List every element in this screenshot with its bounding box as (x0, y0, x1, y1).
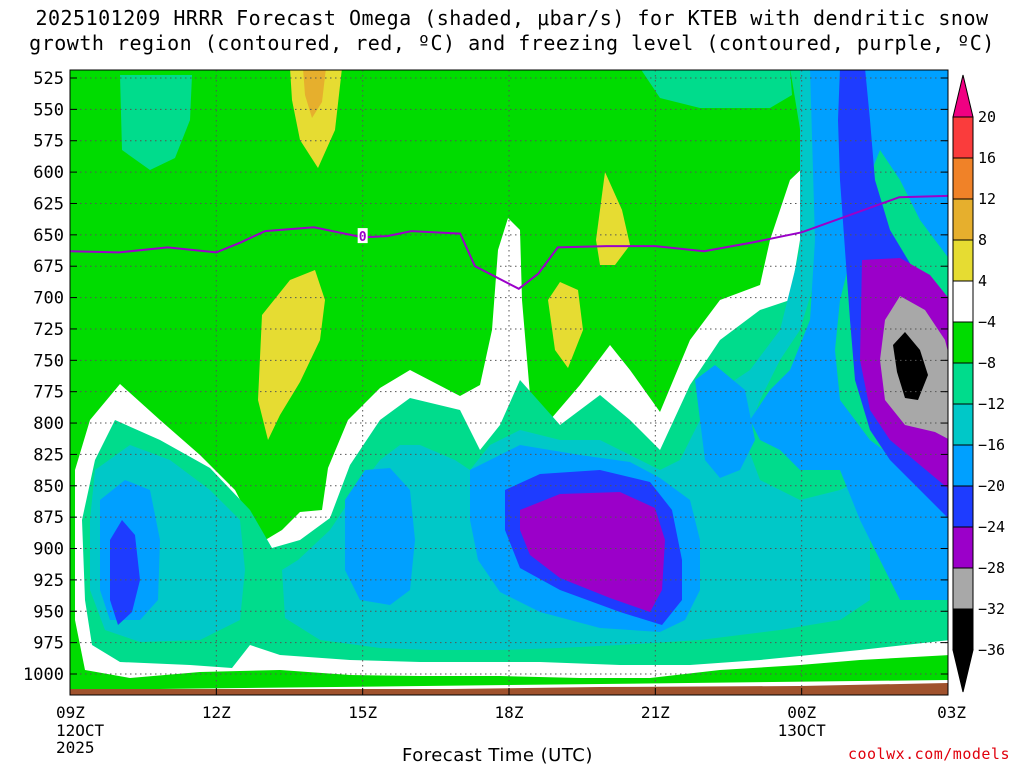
x-tick-label: 21Z (641, 703, 670, 722)
y-tick-label: 750 (33, 351, 64, 371)
y-tick-label: 850 (33, 477, 64, 497)
colorbar-swatch (952, 198, 974, 241)
colorbar-bottom-triangle (952, 649, 974, 693)
colorbar-swatch (952, 239, 974, 282)
colorbar-swatch (952, 362, 974, 405)
colorbar-swatch (952, 526, 974, 569)
colorbar-label: −36 (978, 641, 1005, 659)
omega-region-yellow (258, 270, 325, 440)
colorbar-label: 4 (978, 272, 987, 290)
colorbar-swatch (952, 608, 974, 651)
y-tick-label: 950 (33, 602, 64, 622)
chart-title-line-2: growth region (contoured, red, ºC) and f… (29, 31, 995, 55)
colorbar-label: −4 (978, 313, 996, 331)
omega-region-yellow (290, 70, 342, 168)
colorbar-swatch (952, 321, 974, 364)
colorbar-swatch (952, 567, 974, 610)
omega-region-lightblue (695, 365, 755, 478)
y-tick-label: 825 (33, 445, 64, 465)
freezing-level-label: 0 (359, 230, 367, 245)
colorbar-label: −12 (978, 395, 1005, 413)
credit-link[interactable]: coolwx.com/models (847, 745, 1010, 763)
omega-region-green (70, 70, 948, 690)
y-tick-label: 1000 (23, 665, 64, 685)
x-tick-label: 00Z (787, 703, 816, 722)
omega-region-black (893, 332, 928, 400)
colorbar-label: −20 (978, 477, 1005, 495)
colorbar-label: −32 (978, 600, 1005, 618)
omega-region-teal (120, 75, 192, 170)
freezing-level-line (69, 194, 949, 290)
y-tick-label: 600 (33, 163, 64, 183)
colorbar-top-triangle (952, 74, 974, 118)
colorbar-swatch (952, 280, 974, 323)
colorbar-label: 20 (978, 108, 996, 126)
freezing-level-contour: 0 (69, 194, 949, 290)
x-tick-label: 18Z (495, 703, 524, 722)
y-tick-label: 675 (33, 257, 64, 277)
colorbar-label: −28 (978, 559, 1005, 577)
y-tick-label: 725 (33, 320, 64, 340)
chart-title-line-1: 2025101209 HRRR Forecast Omega (shaded, … (35, 6, 989, 30)
x-tick-sublabel: 13OCT (778, 721, 827, 740)
omega-colorbar: 20 16 12 8 4 −4 −8 −12 −16 −20 −24 −28 −32 −36 (952, 74, 1005, 693)
omega-region-blue (110, 520, 140, 625)
x-tick-sublabel: 2025 (56, 738, 95, 757)
pressure-axis: 525 550 575 600 625 650 675 700 725 750 775 800 825 8… (23, 69, 948, 685)
y-tick-label: 700 (33, 289, 64, 309)
colorbar-label: 16 (978, 149, 996, 167)
colorbar-swatch (952, 116, 974, 159)
y-tick-label: 775 (33, 383, 64, 403)
omega-region-yellow (596, 172, 630, 265)
y-tick-label: 900 (33, 540, 64, 560)
omega-region-yellow (548, 282, 583, 368)
x-tick-label: 15Z (348, 703, 377, 722)
colorbar-label: −24 (978, 518, 1005, 536)
colorbar-label: −16 (978, 436, 1005, 454)
y-tick-label: 550 (33, 100, 64, 120)
omega-region-cyan (282, 70, 948, 650)
colorbar-swatch (952, 403, 974, 446)
omega-region-orange (303, 70, 326, 118)
freezing-level-label-bg (357, 228, 368, 244)
grid-lines (70, 70, 948, 695)
colorbar-swatch (952, 157, 974, 200)
colorbar-label: −8 (978, 354, 996, 372)
y-tick-label: 800 (33, 414, 64, 434)
y-tick-label: 650 (33, 226, 64, 246)
y-tick-label: 875 (33, 508, 64, 528)
y-tick-label: 975 (33, 634, 64, 654)
colorbar-label: 12 (978, 190, 996, 208)
x-tick-label: 03Z (937, 703, 966, 722)
x-tick-label: 12Z (202, 703, 231, 722)
x-axis-label: Forecast Time (UTC) (402, 745, 593, 766)
y-tick-label: 525 (33, 69, 64, 89)
colorbar-label: 8 (978, 231, 987, 249)
y-tick-label: 625 (33, 194, 64, 214)
chart-title: 2025101209 HRRR Forecast Omega (shaded, … (0, 6, 1024, 56)
y-tick-label: 575 (33, 132, 64, 152)
omega-shaded-field (70, 70, 948, 695)
omega-region-teal (641, 70, 792, 108)
omega-region-purple (520, 492, 665, 612)
x-tick-label: 09Z (56, 703, 85, 722)
y-tick-label: 925 (33, 571, 64, 591)
omega-region-lightblue (345, 468, 415, 605)
x-tick-sublabel: 12OCT (56, 721, 105, 740)
colorbar-swatch (952, 444, 974, 487)
colorbar-swatch (952, 485, 974, 528)
